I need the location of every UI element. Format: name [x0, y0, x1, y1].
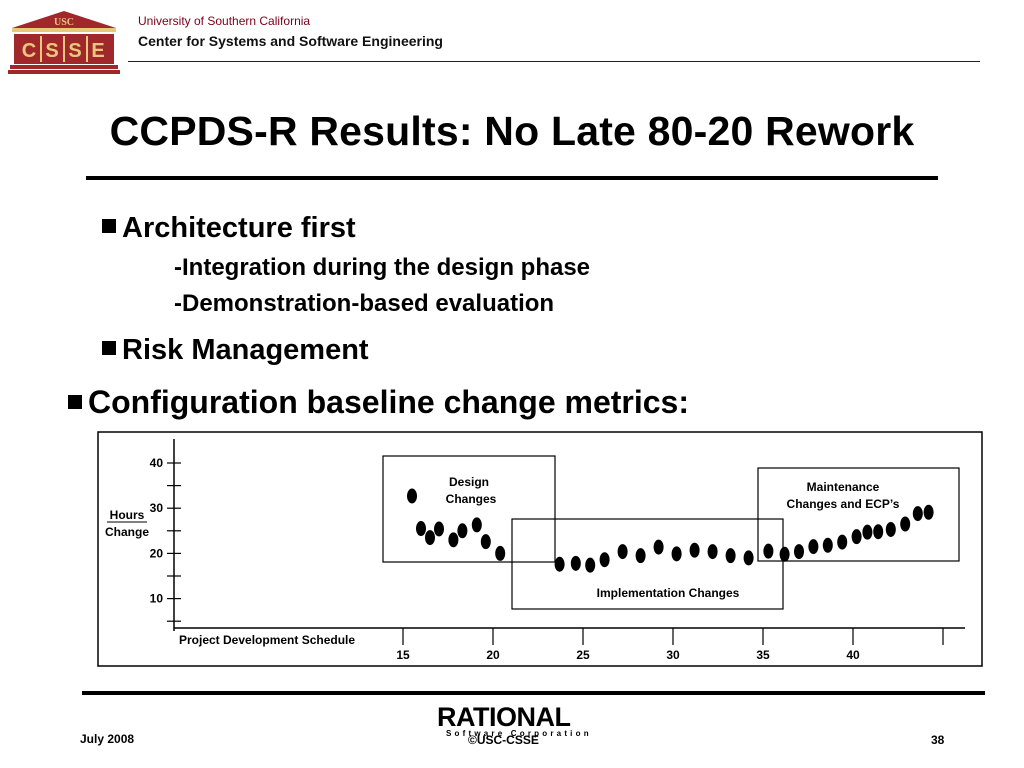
data-point: [448, 532, 459, 548]
bullet-risk-management: Risk Management: [102, 334, 369, 367]
bullet-configuration-metrics: Configuration baseline change metrics:: [68, 384, 689, 421]
x-tick-label: 20: [486, 648, 500, 662]
x-axis-label: Project Development Schedule: [179, 633, 355, 647]
implementation-phase-box: [511, 518, 784, 610]
y-tick-label: 10: [150, 592, 164, 606]
data-point: [585, 557, 596, 573]
university-name: University of Southern California: [138, 14, 311, 28]
data-point: [912, 506, 923, 522]
data-point: [885, 521, 896, 537]
chart-frame: [97, 431, 983, 667]
bullet-text: Risk Management: [122, 334, 369, 366]
title-divider: [86, 176, 938, 180]
data-point: [457, 523, 468, 539]
data-point: [635, 548, 646, 564]
y-axis-label-line1: Hours: [110, 508, 145, 522]
data-point: [653, 539, 664, 555]
implementation-label: Implementation Changes: [597, 586, 740, 600]
data-point: [923, 504, 934, 520]
data-point: [425, 530, 435, 546]
svg-text:C: C: [22, 40, 36, 62]
design-label-line2: Changes: [446, 492, 497, 506]
data-point: [851, 529, 862, 545]
bullet-text: Architecture first: [122, 212, 356, 244]
data-point: [689, 542, 700, 558]
data-point: [862, 524, 873, 540]
bullet-architecture: Architecture first: [102, 212, 356, 245]
data-point: [794, 544, 804, 560]
y-axis-label-line2: Change: [105, 525, 149, 539]
x-tick-label: 40: [846, 648, 860, 662]
data-point: [416, 521, 426, 537]
svg-text:S: S: [45, 40, 58, 62]
data-points-group: [407, 488, 934, 573]
rational-logo-subtitle: Software Corporation: [446, 729, 592, 738]
data-point: [407, 488, 417, 504]
square-bullet-icon: [102, 219, 116, 234]
data-point: [671, 546, 682, 562]
data-point: [725, 548, 736, 564]
square-bullet-icon: [102, 341, 116, 356]
data-point: [599, 552, 610, 568]
svg-text:USC: USC: [54, 17, 74, 28]
data-point: [554, 556, 565, 572]
y-tick-label: 40: [150, 456, 164, 470]
svg-text:S: S: [68, 40, 81, 62]
data-point: [480, 534, 491, 550]
data-point: [763, 543, 774, 559]
x-tick-label: 25: [576, 648, 590, 662]
data-point: [808, 539, 819, 555]
x-tick-label: 15: [396, 648, 410, 662]
y-tick-group: 10 20 30 40: [150, 456, 181, 622]
header-divider: [128, 61, 980, 62]
data-point: [822, 537, 833, 553]
rational-logo: RATIONAL: [437, 702, 571, 732]
data-point: [570, 555, 581, 571]
data-point: [900, 516, 911, 532]
x-tick-label: 35: [756, 648, 770, 662]
design-label-line1: Design: [449, 475, 489, 489]
center-name: Center for Systems and Software Engineer…: [138, 33, 443, 49]
y-tick-label: 30: [150, 501, 164, 515]
data-point: [707, 544, 718, 560]
sub-bullet-integration: -Integration during the design phase: [174, 254, 591, 281]
maintenance-label-line2: Changes and ECP’s: [787, 497, 900, 511]
usc-csse-logo: USC C S S E: [8, 11, 120, 74]
data-point: [617, 544, 628, 560]
data-point: [495, 545, 506, 561]
design-phase-box: [382, 455, 556, 563]
page-number: 38: [931, 733, 945, 747]
data-point: [434, 521, 444, 537]
data-point: [873, 524, 884, 540]
data-point: [743, 550, 754, 566]
sub-bullet-demonstration: -Demonstration-based evaluation: [174, 290, 555, 317]
maintenance-label-line1: Maintenance: [807, 480, 880, 494]
footer-date: July 2008: [80, 732, 135, 746]
footer-divider: [82, 691, 985, 695]
y-tick-label: 20: [150, 546, 164, 560]
data-point: [779, 546, 790, 562]
footer-copyright: ©USC-CSSE: [468, 733, 539, 747]
data-point: [471, 517, 482, 533]
slide-title: CCPDS-R Results: No Late 80-20 Rework: [109, 108, 915, 154]
square-bullet-icon: [68, 394, 82, 409]
bullet-text: Configuration baseline change metrics:: [88, 384, 689, 420]
svg-text:E: E: [91, 40, 104, 62]
x-tick-label: 30: [666, 648, 680, 662]
data-point: [837, 534, 848, 550]
change-metrics-chart: 10 20 30 40 15 20 25 30 35 40 Design Changes Imp…: [97, 431, 983, 667]
x-tick-group: 15 20 25 30 35 40: [396, 628, 944, 662]
maintenance-phase-box: [757, 467, 960, 562]
